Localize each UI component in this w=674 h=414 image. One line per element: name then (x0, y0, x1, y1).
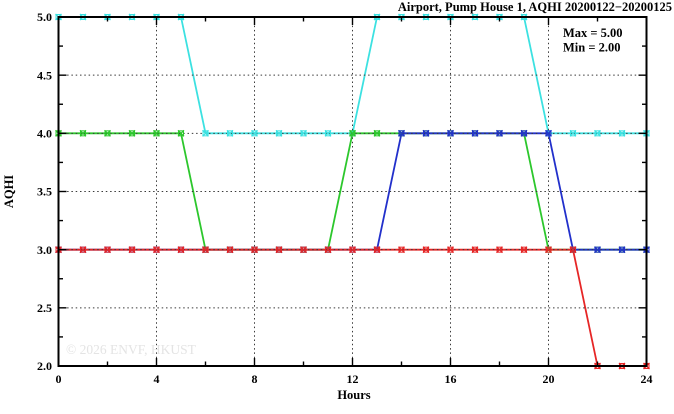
data-point-box (521, 130, 527, 137)
data-point-box (104, 130, 111, 137)
data-point-box (521, 246, 527, 253)
y-axis-title: AQHI (2, 175, 16, 208)
x-tick-label: 16 (445, 372, 457, 386)
data-point-box (398, 130, 405, 137)
data-point-box (153, 246, 160, 253)
data-point-box (398, 246, 405, 253)
data-point-box (349, 130, 356, 137)
data-point-box (619, 130, 625, 137)
x-tick-label: 0 (56, 372, 62, 386)
data-point-box (276, 130, 282, 137)
data-point-box (104, 246, 111, 253)
copyright-watermark: © 2026 ENVF, HKUST (66, 342, 197, 357)
data-point-box (227, 246, 233, 253)
data-point-box (349, 246, 356, 253)
data-point-box (129, 130, 135, 137)
data-point-box (570, 130, 576, 137)
data-point-box (300, 246, 307, 253)
max-annotation: Max = 5.00 (563, 26, 623, 40)
data-point-box (325, 130, 331, 137)
x-tick-label: 12 (347, 372, 359, 386)
min-annotation: Min = 2.00 (563, 41, 620, 55)
x-tick-label: 4 (154, 372, 160, 386)
y-tick-label: 2.5 (37, 301, 52, 315)
data-point-box (472, 246, 478, 253)
tick-labels: 0 4 8 12 16 20 24 2.0 2.5 3.0 3.5 4.0 4.5 5.0 (37, 10, 653, 386)
data-point-box (594, 130, 601, 137)
data-point-box (374, 130, 380, 137)
data-point-box (545, 246, 552, 253)
y-tick-label: 4.0 (37, 127, 52, 141)
data-point-box (472, 130, 478, 137)
data-point-box (619, 246, 625, 253)
gridlines (58, 17, 647, 366)
data-point-box (80, 130, 86, 137)
y-tick-label: 5.0 (37, 10, 52, 24)
axes-frame (57, 16, 648, 367)
data-point-box (129, 246, 135, 253)
data-point-box (251, 130, 258, 137)
data-point-box (178, 130, 184, 137)
data-point-box (423, 246, 429, 253)
data-point-box (276, 246, 282, 253)
data-point-box (496, 130, 503, 137)
data-point-box (447, 130, 454, 137)
data-point-box (227, 130, 233, 137)
data-point-box (300, 130, 307, 137)
x-tick-label: 20 (543, 372, 555, 386)
y-tick-label: 3.0 (37, 243, 52, 257)
data-point-box (153, 130, 160, 137)
y-tick-label: 3.5 (37, 185, 52, 199)
data-point-box (545, 130, 552, 137)
data-point-box (570, 246, 576, 253)
data-point-box (423, 130, 429, 137)
data-point-box (496, 246, 503, 253)
data-point-box (202, 246, 209, 253)
data-point-box (178, 246, 184, 253)
data-point-box (374, 246, 380, 253)
data-point-box (251, 246, 258, 253)
data-point-box (447, 246, 454, 253)
y-tick-label: 2.0 (37, 359, 52, 373)
y-tick-label: 4.5 (37, 68, 52, 82)
chart-title: Airport, Pump House 1, AQHI 20200122−202… (398, 0, 672, 14)
data-point-box (325, 246, 331, 253)
data-point-box (80, 246, 86, 253)
data-point-box (594, 246, 601, 253)
data-point-box (202, 130, 209, 137)
x-tick-label: 8 (252, 372, 258, 386)
x-axis-title: Hours (337, 388, 370, 402)
x-tick-label: 24 (641, 372, 653, 386)
